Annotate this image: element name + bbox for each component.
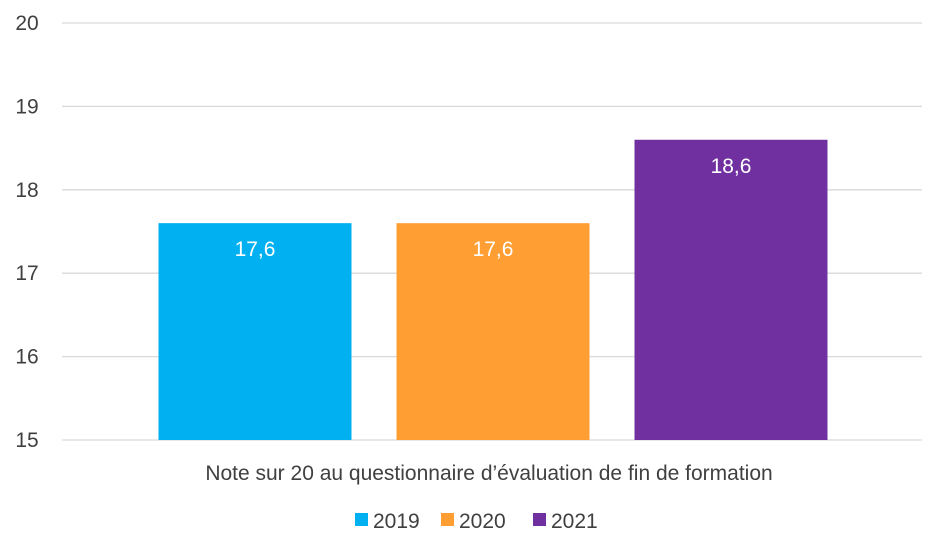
y-tick-label: 18 — [15, 179, 38, 202]
bars — [158, 139, 828, 440]
bar-label-2020: 17,6 — [473, 238, 514, 261]
bar-2020 — [396, 223, 590, 440]
y-tick-label: 20 — [15, 12, 38, 35]
bar-label-2021: 18,6 — [711, 155, 752, 178]
bar-data-labels: 17,6 17,6 18,6 — [235, 155, 752, 261]
legend-swatch-2020 — [441, 513, 454, 526]
legend-swatch-2021 — [533, 513, 546, 526]
y-axis-ticks: 15 16 17 18 19 20 — [15, 12, 38, 452]
y-tick-label: 19 — [15, 95, 38, 118]
bar-2021 — [634, 139, 828, 440]
bar-label-2019: 17,6 — [235, 238, 276, 261]
y-tick-label: 16 — [15, 346, 38, 369]
y-tick-label: 17 — [15, 262, 38, 285]
legend-label-2021: 2021 — [551, 510, 598, 533]
legend-label-2020: 2020 — [459, 510, 506, 533]
legend: 2019 2020 2021 — [355, 510, 598, 533]
y-tick-label: 15 — [15, 429, 38, 452]
bar-2019 — [158, 223, 352, 440]
legend-swatch-2019 — [355, 513, 368, 526]
legend-label-2019: 2019 — [373, 510, 420, 533]
category-label: Note sur 20 au questionnaire d’évaluatio… — [205, 462, 772, 485]
